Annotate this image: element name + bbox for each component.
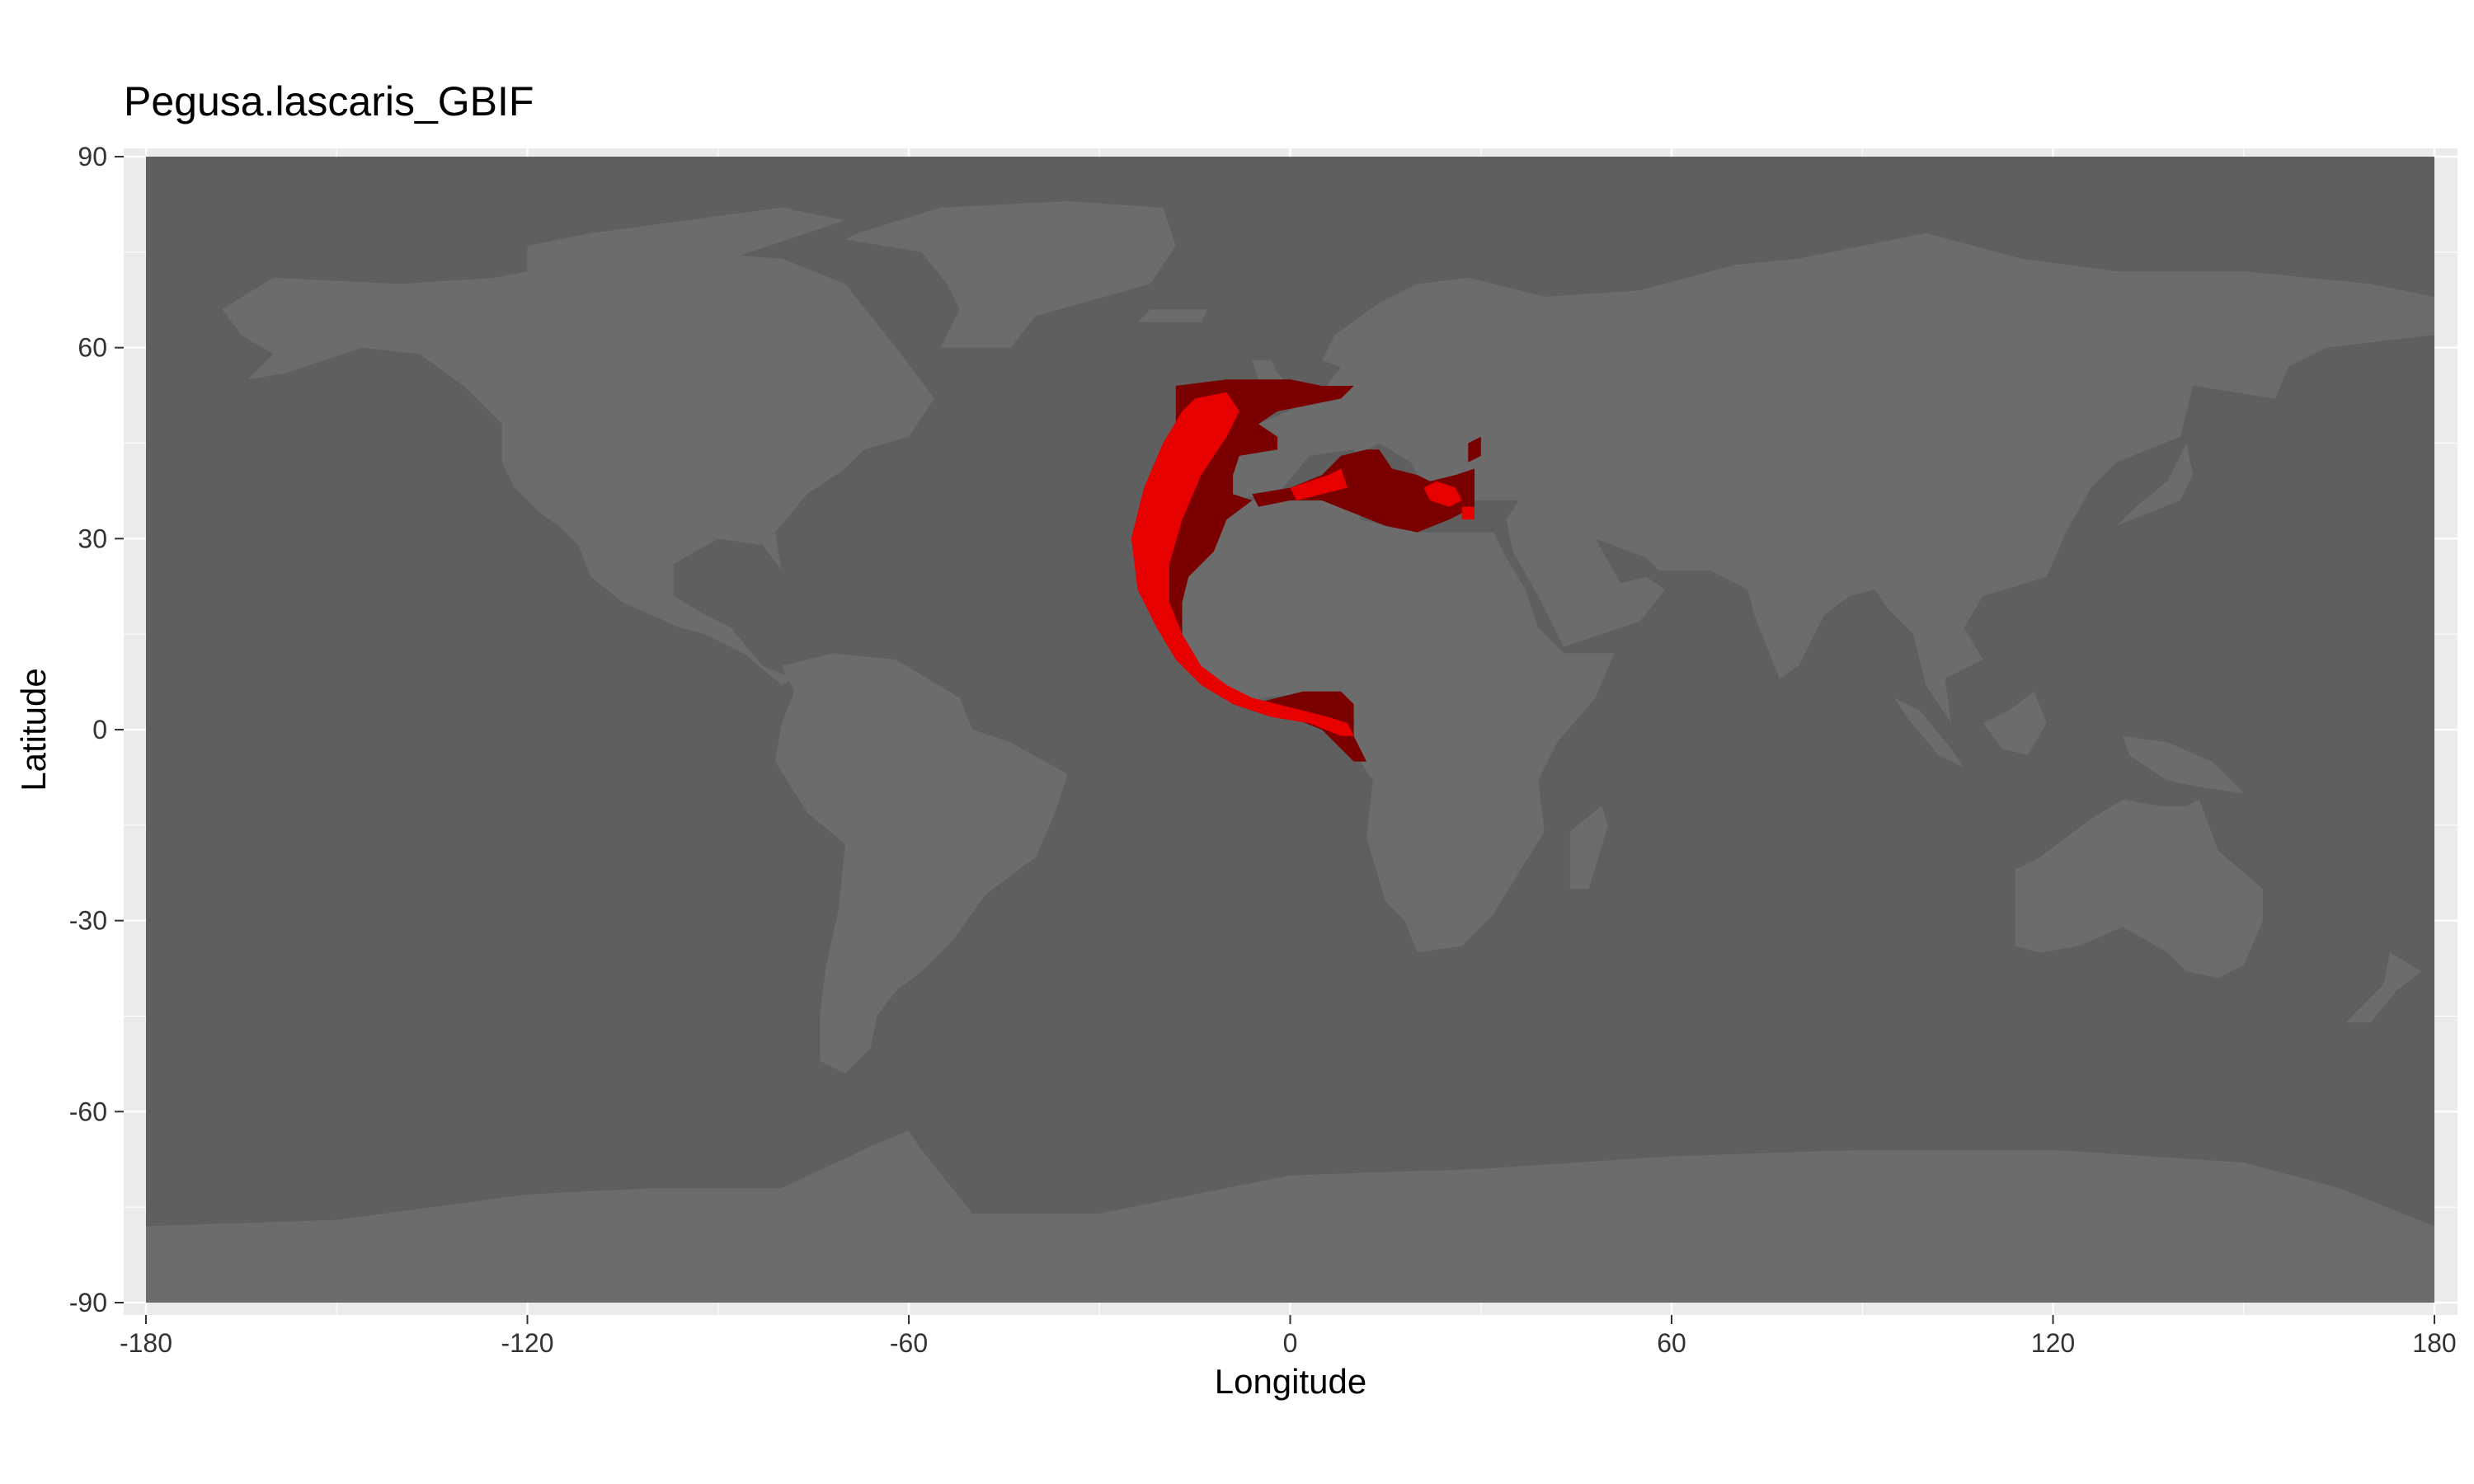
distribution-high-aegean [1423, 481, 1462, 507]
plot-title: Pegusa.lascaris_GBIF [124, 78, 534, 124]
y-tick-label: -60 [69, 1097, 107, 1126]
distribution-high-offshore-arc [1131, 392, 1354, 736]
distribution-high-levant [1461, 506, 1475, 520]
land-madagascar [1569, 805, 1608, 890]
land-japan [2116, 443, 2194, 526]
x-tick-label: -180 [120, 1328, 172, 1358]
x-axis-title: Longitude [1215, 1362, 1367, 1401]
land-iceland [1137, 309, 1208, 322]
land-north-america [222, 251, 934, 685]
grid-lines [124, 148, 2458, 1315]
y-tick-label: 0 [92, 715, 107, 744]
x-tick-label: -60 [890, 1328, 928, 1358]
distribution-high-west-med [1290, 468, 1348, 500]
land-new-guinea [2123, 735, 2244, 794]
y-axis: 90 60 30 0 -30 -60 -90 [69, 142, 124, 1317]
land-layer [146, 201, 2434, 1303]
x-tick-label: 60 [1657, 1328, 1686, 1358]
land-new-zealand [2345, 952, 2422, 1023]
y-tick-label: 60 [78, 333, 107, 363]
land-africa [1182, 494, 1615, 953]
distribution-high-layer [1131, 392, 1475, 736]
x-tick-label: -120 [501, 1328, 553, 1358]
land-eurasia [1226, 232, 2434, 724]
land-antarctica [146, 1130, 2434, 1303]
y-tick-label: -90 [69, 1288, 107, 1317]
y-axis-title: Latitude [14, 668, 53, 791]
y-tick-label: 30 [78, 524, 107, 553]
x-tick-label: 0 [1283, 1328, 1298, 1358]
x-tick-label: 180 [2412, 1328, 2456, 1358]
distribution-medium-black-sea [1468, 436, 1481, 463]
y-tick-label: 90 [78, 142, 107, 171]
land-australia [2015, 799, 2263, 979]
x-tick-label: 120 [2031, 1328, 2075, 1358]
land-borneo [1982, 691, 2047, 755]
land-arctic-islands [527, 207, 845, 271]
y-tick-label: -30 [69, 906, 107, 936]
x-axis: -180 -120 -60 0 60 120 180 [120, 1315, 2457, 1358]
distribution-medium-gulf-of-guinea [1309, 691, 1354, 724]
land-scandinavia-fix [1322, 284, 1431, 373]
land-sumatra [1893, 697, 1964, 768]
land-south-america [775, 653, 1068, 1073]
land-greenland [844, 201, 1176, 348]
distribution-medium-mediterranean [1252, 449, 1475, 533]
map-area [146, 157, 2434, 1303]
